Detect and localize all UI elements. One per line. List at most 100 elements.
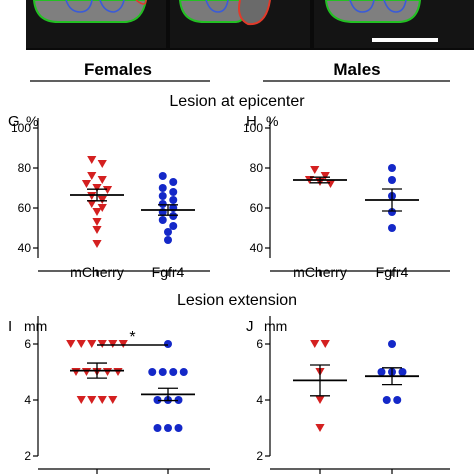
data-point (87, 340, 97, 348)
data-point (113, 368, 123, 376)
data-point (310, 340, 320, 348)
data-point (158, 172, 167, 180)
y-tick-label: 6 (24, 337, 31, 351)
data-point (169, 196, 178, 204)
data-point (398, 368, 407, 376)
unit-label: mm (264, 318, 287, 334)
data-point (169, 368, 178, 376)
data-point (388, 340, 396, 348)
x-tick-label: Fgfr4 (376, 264, 409, 280)
data-point (108, 396, 118, 404)
data-point (92, 240, 102, 248)
data-point (92, 218, 102, 226)
microscopy-strip (26, 0, 474, 50)
data-point (174, 396, 183, 404)
data-point (388, 176, 396, 184)
y-tick-label: 100 (11, 121, 31, 135)
y-tick-label: 40 (250, 241, 264, 255)
data-point (388, 164, 396, 172)
y-tick-label: 100 (243, 121, 263, 135)
panel-label: G (8, 113, 20, 130)
panel-label: H (246, 113, 257, 130)
x-tick-label: Fgfr4 (152, 264, 185, 280)
data-point (158, 216, 167, 224)
data-point (102, 186, 113, 194)
significance-star: * (129, 329, 135, 346)
data-point (92, 208, 102, 216)
x-tick-label: mCherry (293, 264, 347, 280)
data-point (153, 396, 162, 404)
y-tick-label: 80 (250, 161, 264, 175)
y-tick-label: 4 (256, 393, 263, 407)
y-tick-label: 4 (24, 393, 31, 407)
gray-matter-outline-2 (205, 0, 229, 13)
data-point (76, 340, 86, 348)
females-label: Females (84, 60, 152, 79)
data-point (310, 166, 320, 174)
data-point (164, 228, 172, 236)
data-point (158, 200, 167, 208)
data-point (76, 396, 86, 404)
y-tick-label: 60 (18, 201, 32, 215)
data-point (320, 340, 330, 348)
section-title-extension: Lesion extension (177, 292, 297, 309)
y-tick-label: 6 (256, 337, 263, 351)
panel-label: J (246, 318, 254, 335)
spinal-cord-section-3 (324, 0, 422, 23)
data-point (377, 368, 386, 376)
data-point (174, 424, 183, 432)
section-title-epicenter: Lesion at epicenter (169, 93, 305, 110)
y-tick-label: 60 (250, 201, 264, 215)
panel-h: H % 40 60 80 100 mCherry Fgfr4 (243, 113, 450, 280)
gray-matter-outline-1 (65, 0, 93, 13)
data-point (169, 188, 178, 196)
males-label: Males (333, 60, 380, 79)
data-point (169, 212, 178, 220)
data-point (179, 368, 188, 376)
data-point (315, 396, 325, 404)
lesion-outline-1 (135, 0, 147, 5)
data-point (164, 236, 172, 244)
data-point (320, 172, 330, 180)
gray-matter-outline-1b (99, 0, 125, 13)
data-point (382, 396, 391, 404)
data-point (169, 178, 178, 186)
x-tick-label: mCherry (70, 264, 124, 280)
lesion-outline-2 (238, 0, 271, 26)
data-point (393, 396, 402, 404)
data-point (97, 396, 107, 404)
data-point (81, 368, 92, 376)
data-point (87, 396, 97, 404)
gray-matter-outline-3 (349, 0, 375, 13)
panel-label: I (8, 318, 12, 335)
data-point (148, 368, 157, 376)
data-point (164, 424, 172, 432)
spinal-cord-section-1 (32, 0, 148, 23)
data-point (87, 192, 97, 200)
data-point (92, 184, 102, 192)
data-point (87, 156, 97, 164)
data-point (158, 368, 167, 376)
data-point (108, 340, 118, 348)
data-point (158, 192, 167, 200)
y-tick-label: 2 (256, 449, 263, 463)
data-point (153, 424, 162, 432)
data-point (315, 424, 325, 432)
data-point (97, 196, 107, 204)
data-point (71, 368, 81, 376)
data-point (164, 340, 172, 348)
data-point (102, 368, 113, 376)
data-point (97, 176, 107, 184)
data-point (169, 222, 178, 230)
y-tick-label: 80 (18, 161, 32, 175)
y-tick-label: 40 (18, 241, 32, 255)
data-point (97, 204, 107, 212)
unit-label: mm (24, 318, 47, 334)
scale-bar (372, 38, 438, 42)
data-point (66, 340, 76, 348)
data-point (388, 208, 396, 216)
y-tick-label: 2 (24, 449, 31, 463)
data-point (97, 340, 107, 348)
